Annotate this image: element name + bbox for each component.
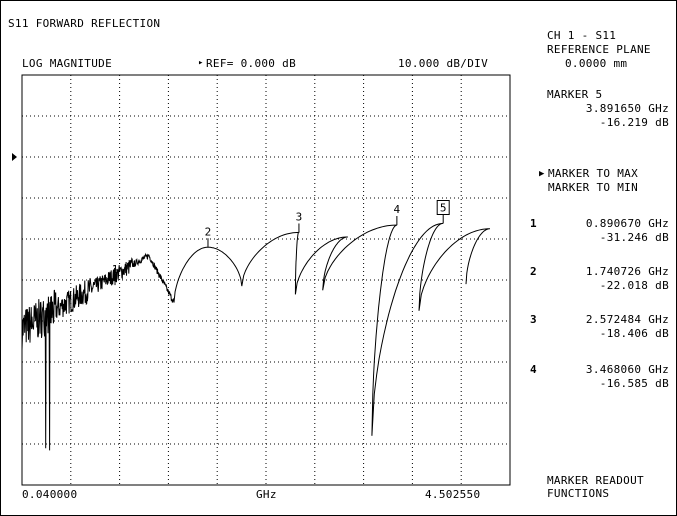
plot-border <box>21 74 511 486</box>
marker-number-3: 3 <box>530 313 537 326</box>
marker-readout-functions-button[interactable]: MARKER READOUT FUNCTIONS <box>547 474 644 500</box>
marker-number-2: 2 <box>530 265 537 278</box>
active-marker-box <box>436 199 450 215</box>
marker-label-5: 5 <box>440 201 447 214</box>
readout-line-2: FUNCTIONS <box>547 487 610 500</box>
frequency-unit: GHz <box>256 488 277 501</box>
stop-frequency: 4.502550 <box>425 488 481 501</box>
active-marker-value: -16.219 dB <box>599 116 669 129</box>
marker-label-1: 1 <box>112 263 119 276</box>
reference-plane-label: REFERENCE PLANE <box>547 43 651 56</box>
marker-label-2: 2 <box>205 225 212 238</box>
softkey-pointer-icon: ▶ <box>539 169 545 179</box>
marker-value-1: -31.246 dB <box>599 231 669 244</box>
marker-frequency-3: 2.572484 GHz <box>585 313 669 326</box>
start-frequency: 0.040000 <box>22 488 78 501</box>
marker-value-2: -22.018 dB <box>599 279 669 292</box>
active-marker-label: MARKER 5 <box>547 88 603 101</box>
marker-frequency-1: 0.890670 GHz <box>585 217 669 230</box>
marker-number-1: 1 <box>530 217 537 230</box>
trace-line <box>21 222 490 451</box>
scale-value: 10.000 dB/DIV <box>398 57 488 70</box>
channel-label: CH 1 - S11 <box>547 29 617 42</box>
reference-level-arrow <box>12 153 17 161</box>
reference-value: REF= 0.000 dB <box>206 57 296 70</box>
readout-line-1: MARKER READOUT <box>547 474 644 487</box>
measurement-title: S11 FORWARD REFLECTION <box>8 17 161 30</box>
marker-value-3: -18.406 dB <box>599 327 669 340</box>
marker-to-max-button[interactable]: MARKER TO MAX <box>548 167 638 180</box>
reference-plane-value: 0.0000 mm <box>565 57 628 70</box>
format-label: LOG MAGNITUDE <box>22 57 112 70</box>
ref-arrow-icon: ▸ <box>198 58 204 68</box>
marker-to-min-button[interactable]: MARKER TO MIN <box>548 181 638 194</box>
active-marker-frequency: 3.891650 GHz <box>585 102 669 115</box>
marker-number-4: 4 <box>530 363 537 376</box>
marker-value-4: -16.585 dB <box>599 377 669 390</box>
marker-frequency-4: 3.468060 GHz <box>585 363 669 376</box>
marker-label-3: 3 <box>296 210 303 223</box>
marker-frequency-2: 1.740726 GHz <box>585 265 669 278</box>
marker-label-4: 4 <box>394 203 401 216</box>
